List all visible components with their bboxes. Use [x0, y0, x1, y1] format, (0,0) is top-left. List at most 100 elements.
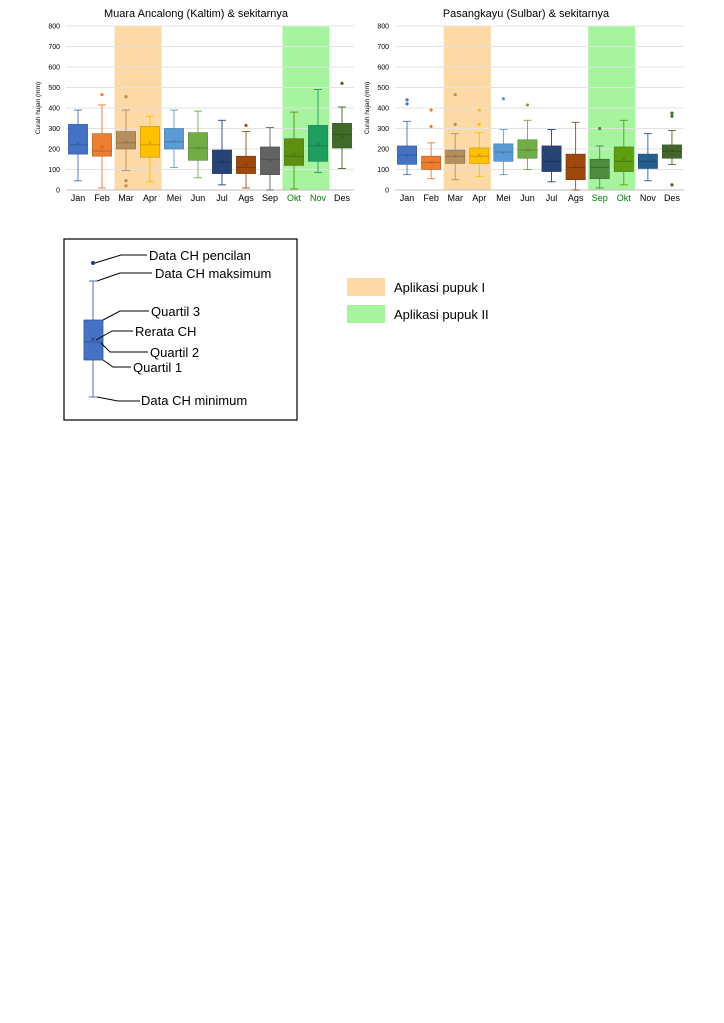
x-tick-label: Jul [216, 193, 228, 203]
x-tick-label: Jun [520, 193, 535, 203]
y-tick-label: 100 [48, 167, 60, 174]
leader-maximum [96, 272, 152, 282]
box-feb [421, 155, 442, 170]
box-jun [517, 139, 538, 159]
leader-q2 [100, 342, 148, 353]
mean-marker: × [196, 145, 200, 152]
key-label-q1: Quartil 1 [133, 360, 182, 375]
outlier-point [477, 108, 481, 112]
y-tick-label: 500 [48, 85, 60, 92]
x-tick-label: Okt [287, 193, 302, 203]
box-jun [188, 132, 208, 161]
x-tick-label: Ags [568, 193, 584, 203]
box-mei [164, 128, 184, 150]
x-tick-label: Apr [472, 193, 486, 203]
y-tick-label: 800 [377, 24, 389, 31]
mean-marker: × [244, 162, 248, 169]
x-tick-label: Des [664, 193, 681, 203]
box-nov [308, 125, 328, 162]
outlier-point [124, 95, 128, 99]
y-tick-label: 700 [48, 44, 60, 51]
outlier-point [124, 184, 128, 188]
box-okt [284, 138, 304, 166]
leader-q3 [102, 310, 149, 321]
leader-minimum [96, 396, 140, 402]
mean-marker: × [453, 154, 457, 161]
mean-marker: × [148, 140, 152, 147]
y-tick-label: 800 [48, 24, 60, 31]
chart-title: Muara Ancalong (Kaltim) & sekitarnya [104, 8, 289, 20]
key-label-outlier: Data CH pencilan [149, 248, 251, 263]
mean-marker: × [429, 160, 433, 167]
key-label-q2: Quartil 2 [150, 345, 199, 360]
box-apr [140, 126, 160, 158]
box-des [662, 144, 682, 159]
y-tick-label: 400 [48, 106, 60, 113]
mean-marker: × [340, 134, 344, 141]
mean-marker: × [549, 157, 553, 164]
x-tick-label: Nov [310, 193, 327, 203]
outlier-point [670, 111, 674, 115]
y-tick-label: 600 [377, 65, 389, 72]
x-tick-label: Okt [617, 193, 632, 203]
y-tick-label: 100 [377, 167, 389, 174]
x-tick-label: Mei [167, 193, 182, 203]
outlier-point [405, 102, 409, 106]
box-feb [92, 133, 112, 157]
legend-swatch-fert2 [347, 305, 385, 323]
key-label-minimum: Data CH minimum [141, 393, 247, 408]
mean-marker: × [76, 140, 80, 147]
mean-marker: × [670, 149, 674, 156]
leader-outlier [94, 254, 147, 264]
box-mei [493, 143, 514, 162]
y-tick-label: 200 [377, 147, 389, 154]
mean-marker: × [124, 139, 128, 146]
mean-marker: × [316, 141, 320, 148]
chart-muara-ancalong: 0 100 200 300 400 500 600 700 800 Muara Ancalong … [35, 8, 354, 203]
x-tick-label: Des [334, 193, 351, 203]
x-tick-label: Mar [447, 193, 463, 203]
box-des [332, 123, 352, 149]
outlier-point [670, 183, 674, 187]
boxplot-key-panel: × Data CH pencilan Data CH maksimum Quar… [63, 238, 298, 421]
box-apr [469, 147, 490, 164]
outlier-point [340, 81, 344, 85]
box-jan [68, 124, 88, 155]
legend-label-fert1: Aplikasi pupuk I [394, 280, 485, 295]
box-sep [589, 158, 610, 180]
legend-label-fert2: Aplikasi pupuk II [394, 307, 489, 322]
x-tick-label: Mei [496, 193, 511, 203]
x-tick-label: Nov [640, 193, 657, 203]
box-jul [212, 149, 232, 174]
outlier-point [453, 122, 457, 126]
y-tick-label: 400 [377, 106, 389, 113]
x-tick-label: Feb [423, 193, 439, 203]
mean-marker: × [622, 157, 626, 164]
outlier-point [429, 108, 433, 112]
chart-pasangkayu: 0 100 200 300 400 500 600 700 800 Pasangkayu (Sul… [364, 8, 684, 203]
mean-marker: × [646, 159, 650, 166]
x-tick-label: Sep [262, 193, 278, 203]
outlier-point [244, 123, 248, 128]
mean-marker: × [501, 151, 505, 158]
fertilizer-legend: Aplikasi pupuk I Aplikasi pupuk II [347, 278, 489, 323]
box-jul [541, 145, 562, 172]
box-ags [565, 153, 586, 181]
box-sep [260, 146, 280, 175]
outlier-point [124, 179, 128, 183]
outlier-point [453, 93, 457, 97]
outlier-point [598, 126, 602, 131]
mean-marker: × [405, 153, 409, 160]
box-ags [236, 155, 256, 174]
box-mar [445, 149, 466, 164]
outlier-point [501, 97, 505, 101]
x-tick-label: Mar [118, 193, 134, 203]
outlier-point [477, 122, 481, 126]
y-tick-label: 500 [377, 85, 389, 92]
legend-swatch-fert1 [347, 278, 385, 296]
x-tick-label: Ags [238, 193, 254, 203]
mean-marker: × [477, 153, 481, 160]
outlier-point [405, 98, 409, 102]
key-outlier-dot [91, 261, 95, 265]
